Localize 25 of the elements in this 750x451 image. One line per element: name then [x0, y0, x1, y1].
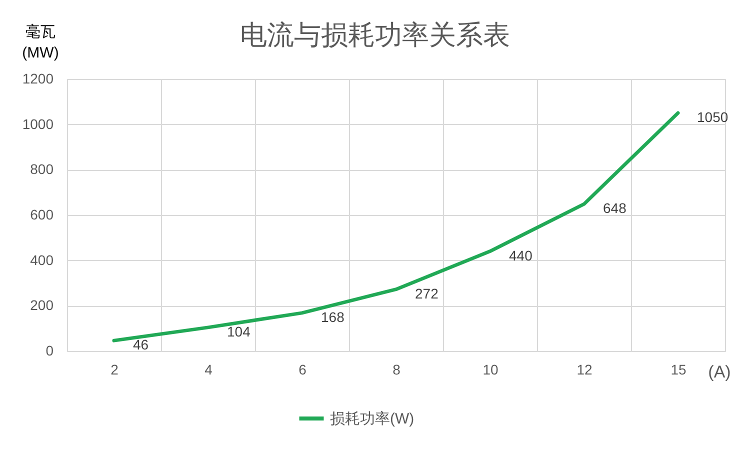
- data-label: 272: [415, 285, 439, 302]
- x-axis-title: (A): [708, 362, 731, 382]
- x-tick-label: 6: [298, 362, 307, 378]
- data-label: 168: [321, 308, 345, 325]
- x-tick-label: 15: [670, 362, 686, 378]
- y-tick-label: 0: [46, 342, 54, 358]
- x-tick-label: 2: [110, 362, 119, 378]
- x-tick-label: 4: [204, 362, 213, 378]
- y-tick-label: 600: [30, 206, 54, 222]
- x-tick-label: 12: [576, 362, 592, 378]
- legend-label: 损耗功率(W): [330, 410, 414, 428]
- x-tick-label: 10: [482, 362, 498, 378]
- y-tick-label: 1200: [22, 70, 54, 86]
- data-label: 648: [603, 200, 627, 216]
- y-tick-label: 800: [30, 161, 54, 178]
- chart-title: 电流与损耗功率关系表: [240, 20, 510, 50]
- x-tick-label: 8: [392, 362, 401, 378]
- y-axis-title: 毫瓦 (MW): [22, 24, 59, 62]
- data-label: 440: [509, 247, 533, 264]
- data-label: 1050: [697, 109, 728, 125]
- data-label: 104: [227, 323, 251, 340]
- y-tick-label: 1000: [22, 116, 54, 132]
- data-label: 46: [133, 336, 149, 353]
- y-tick-label: 400: [30, 252, 54, 268]
- y-tick-label: 200: [30, 297, 54, 314]
